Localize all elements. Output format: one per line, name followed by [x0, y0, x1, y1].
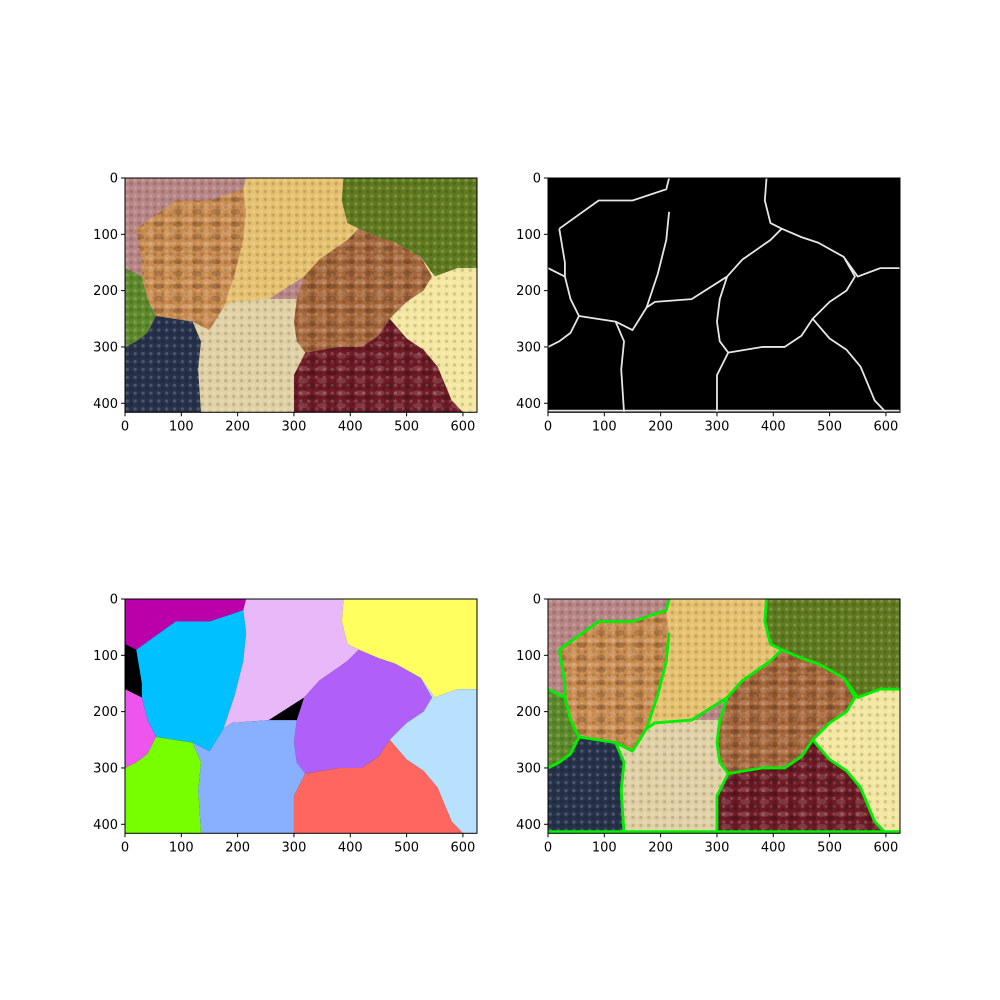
x-tick-label: 0	[544, 419, 552, 434]
x-tick-label: 400	[338, 840, 363, 855]
x-tick-label: 200	[225, 840, 250, 855]
y-tick-label: 100	[516, 228, 541, 243]
panel-edges	[548, 178, 900, 413]
axes-overlay: 0 100 200 300 400 500 600 0 100 200 300 400	[516, 593, 901, 855]
y-tick-label: 400	[93, 818, 118, 833]
x-tick-label: 600	[874, 840, 899, 855]
y-tick-label: 200	[93, 705, 118, 720]
axes-frame	[547, 598, 901, 834]
x-tick-label: 100	[592, 419, 617, 434]
y-tick-label: 300	[516, 761, 541, 776]
axes-frame	[124, 177, 478, 413]
x-tick-label: 300	[282, 840, 307, 855]
x-tick-label: 400	[338, 419, 363, 434]
x-tick-label: 0	[121, 840, 129, 855]
x-tick-label: 100	[592, 840, 617, 855]
x-tick-label: 0	[544, 840, 552, 855]
y-tick-label: 0	[533, 172, 541, 187]
y-tick-label: 400	[93, 397, 118, 412]
axes-original: 0 100 200 300 400 500 600 0 100 200 300 400	[93, 172, 478, 434]
x-tick-label: 100	[169, 840, 194, 855]
y-tick-label: 400	[516, 397, 541, 412]
panel-overlay	[548, 599, 900, 834]
overlay-image	[548, 599, 900, 834]
y-tick-label: 400	[516, 818, 541, 833]
y-tick-label: 100	[93, 649, 118, 664]
x-tick-label: 300	[705, 419, 730, 434]
x-tick-label: 500	[817, 419, 842, 434]
axes-labels: 0 100 200 300 400 500 600 0 100 200 300 400	[93, 593, 478, 855]
x-tick-label: 600	[451, 419, 476, 434]
y-tick-label: 100	[93, 228, 118, 243]
panel-original	[125, 178, 477, 412]
axes-edges: 0 100 200 300 400 500 600 0 100 200 300 400	[516, 172, 901, 434]
y-tick-label: 300	[93, 761, 118, 776]
original-image	[125, 178, 477, 412]
x-tick-label: 0	[121, 419, 129, 434]
x-tick-label: 200	[648, 840, 673, 855]
y-tick-label: 200	[516, 284, 541, 299]
x-tick-label: 600	[874, 419, 899, 434]
y-tick-label: 200	[516, 705, 541, 720]
y-tick-label: 0	[533, 593, 541, 608]
x-tick-label: 500	[817, 840, 842, 855]
x-tick-label: 100	[169, 419, 194, 434]
axes-frame	[547, 177, 901, 413]
x-tick-label: 400	[761, 419, 786, 434]
x-tick-label: 500	[394, 419, 419, 434]
axes-frame	[124, 598, 478, 834]
edges-image	[548, 178, 900, 413]
y-tick-label: 100	[516, 649, 541, 664]
x-tick-label: 300	[282, 419, 307, 434]
y-tick-label: 200	[93, 284, 118, 299]
y-tick-label: 300	[516, 340, 541, 355]
x-tick-label: 400	[761, 840, 786, 855]
y-tick-label: 300	[93, 340, 118, 355]
x-tick-label: 200	[225, 419, 250, 434]
y-tick-label: 0	[110, 593, 118, 608]
x-tick-label: 600	[451, 840, 476, 855]
labels-image	[125, 599, 477, 834]
panel-labels	[125, 599, 477, 834]
y-tick-label: 0	[110, 172, 118, 187]
x-tick-label: 500	[394, 840, 419, 855]
x-tick-label: 200	[648, 419, 673, 434]
x-tick-label: 300	[705, 840, 730, 855]
